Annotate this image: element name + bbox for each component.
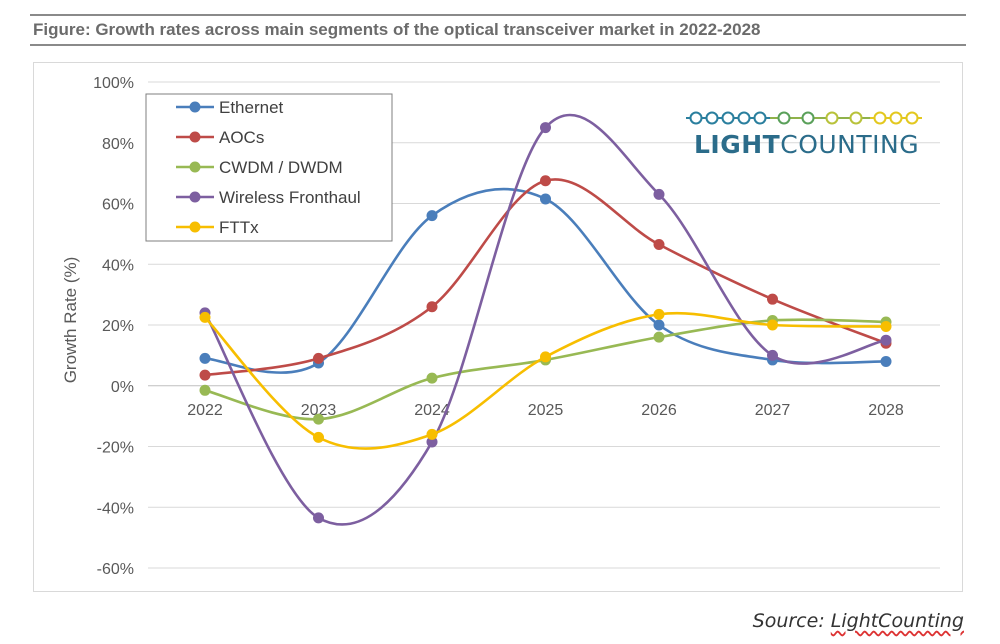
data-point (880, 355, 892, 367)
series-fttx (199, 308, 892, 450)
x-tick-label: 2027 (755, 402, 791, 419)
logo-ring (889, 111, 903, 125)
data-point (540, 351, 551, 363)
data-point (653, 308, 665, 320)
logo-ring (753, 111, 767, 125)
source-brand: LightCounting (830, 610, 964, 632)
data-point (426, 301, 438, 313)
logo-wordmark: LIGHTCOUNTING (694, 130, 919, 159)
data-point (313, 431, 324, 443)
data-point (540, 122, 551, 134)
legend-item: Ethernet (176, 98, 284, 117)
series-aocs (199, 175, 892, 381)
y-axis-label: Growth Rate (%) (61, 257, 80, 384)
logo-word-counting: COUNTING (780, 130, 919, 159)
y-tick-label: 40% (102, 257, 134, 274)
legend-swatch-marker (189, 101, 201, 113)
data-point (426, 210, 438, 222)
logo-ring (801, 111, 815, 125)
data-point (653, 331, 665, 343)
y-tick-label: 0% (111, 379, 134, 396)
series-lines (199, 113, 892, 526)
logo-ring (777, 111, 791, 125)
figure-title: Figure: Growth rates across main segment… (33, 20, 761, 39)
logo-ring (737, 111, 751, 125)
data-point (426, 428, 438, 440)
data-point (653, 319, 665, 331)
legend-item: AOCs (176, 128, 264, 147)
logo-ring (705, 111, 719, 125)
legend-label: FTTx (219, 218, 259, 237)
y-tick-label: 80% (102, 136, 134, 153)
x-tick-label: 2028 (868, 402, 904, 419)
x-tick-label: 2023 (301, 402, 337, 419)
data-point (199, 311, 211, 323)
series-line (204, 311, 887, 450)
logo-ring (849, 111, 863, 125)
legend-label: Wireless Fronthaul (219, 188, 361, 207)
y-tick-label: -60% (97, 561, 134, 578)
data-point (199, 369, 211, 381)
title-rule (30, 44, 966, 46)
logo-ring (873, 111, 887, 125)
legend-item: CWDM / DWDM (176, 158, 343, 177)
y-tick-label: -20% (97, 440, 134, 457)
logo-ring (721, 111, 735, 125)
data-point (540, 175, 551, 187)
lightcounting-logo: LIGHTCOUNTING (686, 111, 922, 159)
x-tick-label: 2024 (414, 402, 450, 419)
y-tick-label: 20% (102, 318, 134, 335)
x-tick-label: 2022 (187, 402, 223, 419)
legend: Ethernet AOCs CWDM / DWDM Wireless Fronthau… (145, 93, 393, 242)
data-point (540, 193, 551, 205)
data-point (880, 334, 892, 346)
y-tick-label: 100% (93, 75, 134, 92)
data-point (313, 413, 324, 425)
data-point (767, 319, 778, 331)
legend-swatch-marker (189, 131, 201, 143)
logo-ring (689, 111, 703, 125)
data-point (313, 512, 324, 524)
legend-swatch-marker (189, 191, 201, 203)
data-point (880, 321, 892, 333)
x-tick-label: 2025 (528, 402, 564, 419)
data-point (767, 293, 778, 305)
legend-item: Wireless Fronthaul (176, 188, 361, 207)
data-point (653, 188, 665, 200)
source-note: Source: LightCounting (753, 610, 964, 632)
chart-frame (33, 62, 963, 592)
legend-swatch-marker (189, 221, 201, 233)
legend-label: Ethernet (219, 98, 284, 117)
top-rule (30, 14, 966, 16)
y-tick-label: 60% (102, 197, 134, 214)
source-prefix: Source: (752, 610, 831, 632)
data-point (767, 349, 778, 361)
data-point (426, 436, 438, 448)
legend-swatch-marker (189, 161, 201, 173)
data-point (199, 352, 211, 364)
data-point (653, 239, 665, 251)
data-point (426, 372, 438, 384)
x-axis-ticks: 2022 2023 2024 2025 2026 2027 2028 (187, 402, 904, 419)
logo-ring (905, 111, 919, 125)
logo-word-light: LIGHT (694, 130, 780, 159)
logo-ring (825, 111, 839, 125)
y-axis-ticks: -60% -40% -20% 0% 20% 40% 60% 80% 100% (93, 75, 134, 578)
legend-label: CWDM / DWDM (219, 158, 343, 177)
legend-item: FTTx (176, 218, 259, 237)
data-point (199, 384, 211, 396)
data-point (313, 352, 324, 364)
legend-label: AOCs (219, 128, 264, 147)
x-tick-label: 2026 (641, 402, 677, 419)
y-tick-label: -40% (97, 500, 134, 517)
